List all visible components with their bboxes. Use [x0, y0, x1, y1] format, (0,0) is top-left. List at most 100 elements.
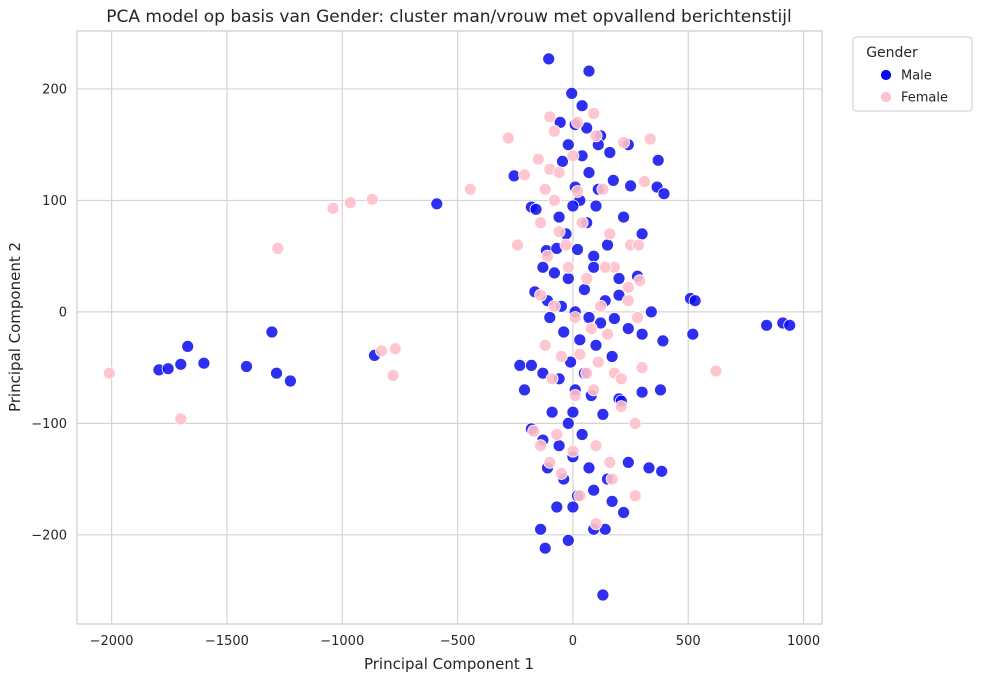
female-data-point — [584, 322, 598, 336]
female-data-point — [573, 489, 587, 503]
male-data-point — [644, 305, 658, 319]
y-tick-label: 0 — [59, 305, 67, 320]
female-data-point — [638, 175, 651, 188]
female-data-point — [538, 338, 552, 352]
female-data-point — [603, 227, 617, 241]
female-data-point — [548, 193, 561, 207]
male-data-point — [513, 358, 527, 372]
female-data-point — [518, 168, 531, 182]
female-data-point — [541, 249, 554, 263]
male-data-point — [552, 439, 566, 453]
male-data-point — [612, 288, 626, 302]
male-data-point — [566, 500, 580, 514]
legend-label-male: Male — [901, 69, 932, 84]
male-data-point — [543, 311, 557, 324]
female-data-point — [587, 107, 601, 120]
male-data-point — [601, 238, 614, 252]
male-data-point — [553, 116, 567, 129]
male-data-point — [596, 407, 610, 421]
male-data-point — [430, 197, 444, 211]
male-data-point — [624, 179, 637, 193]
female-data-point — [545, 372, 559, 386]
female-data-point — [632, 238, 645, 252]
male-data-point — [561, 272, 575, 285]
male-data-point — [617, 210, 630, 224]
female-data-point — [598, 260, 612, 274]
female-data-point — [589, 439, 603, 453]
female-data-point — [594, 299, 607, 313]
male-data-point — [783, 318, 797, 332]
female-data-point — [568, 389, 582, 402]
female-data-point — [559, 238, 573, 252]
female-data-point — [511, 238, 524, 252]
male-data-point — [566, 199, 580, 213]
female-data-point — [614, 372, 628, 386]
male-data-point — [557, 325, 571, 339]
female-data-point — [534, 288, 547, 302]
male-data-point — [161, 362, 175, 376]
male-data-point — [587, 260, 601, 274]
female-data-point — [543, 455, 557, 469]
male-data-point — [688, 294, 702, 308]
data-points — [102, 52, 797, 602]
female-data-point — [614, 400, 628, 414]
male-data-point — [536, 260, 550, 274]
male-data-point — [608, 312, 621, 326]
plot-area — [76, 30, 823, 625]
female-data-point — [601, 327, 614, 341]
female-data-point — [621, 294, 635, 308]
male-data-point — [538, 541, 552, 555]
female-data-point — [463, 182, 477, 196]
female-data-point — [531, 152, 545, 166]
male-data-point — [598, 522, 612, 536]
x-tick-label: −1500 — [205, 634, 249, 649]
legend: Gender Male Female — [852, 36, 973, 112]
male-data-point — [635, 385, 649, 399]
male-data-point — [580, 121, 594, 135]
chart-title: PCA model op basis van Gender: cluster m… — [106, 7, 791, 27]
female-data-point — [548, 124, 561, 138]
x-tick-label: −2000 — [90, 634, 134, 649]
y-tick-label: −200 — [31, 528, 67, 543]
male-data-point — [621, 455, 635, 469]
x-tick-label: 1000 — [787, 634, 820, 649]
male-data-point — [174, 357, 188, 371]
male-data-point — [561, 138, 575, 152]
grid — [77, 31, 822, 624]
female-data-point — [605, 472, 619, 486]
female-data-point — [643, 132, 657, 146]
male-data-point — [612, 272, 626, 285]
male-data-point — [587, 483, 601, 497]
male-data-point — [550, 500, 564, 514]
male-data-point — [181, 339, 195, 353]
female-data-point — [633, 274, 647, 288]
y-tick-label: −100 — [31, 417, 67, 432]
female-data-point — [580, 272, 594, 285]
female-data-point — [375, 344, 388, 358]
female-data-point — [635, 361, 649, 375]
male-data-point — [657, 187, 671, 201]
male-data-point — [582, 64, 596, 78]
x-tick-label: −1000 — [320, 634, 364, 649]
male-data-point — [265, 325, 279, 339]
female-data-point — [534, 439, 547, 453]
legend-marker-male — [880, 69, 892, 81]
female-data-point — [566, 149, 580, 163]
female-data-point — [386, 368, 400, 382]
male-data-point — [606, 173, 620, 187]
male-data-point — [197, 356, 211, 370]
female-data-point — [552, 225, 566, 239]
female-data-point — [555, 467, 568, 480]
male-data-point — [635, 327, 649, 341]
male-data-point — [548, 266, 561, 280]
male-data-point — [589, 199, 603, 213]
male-data-point — [596, 588, 610, 602]
male-data-point — [542, 52, 556, 66]
male-data-point — [617, 506, 630, 519]
female-data-point — [568, 311, 582, 324]
male-data-point — [518, 383, 531, 397]
male-data-point — [582, 311, 596, 324]
female-data-point — [709, 364, 723, 378]
female-data-point — [566, 444, 580, 458]
y-tick-label: 200 — [42, 82, 67, 97]
